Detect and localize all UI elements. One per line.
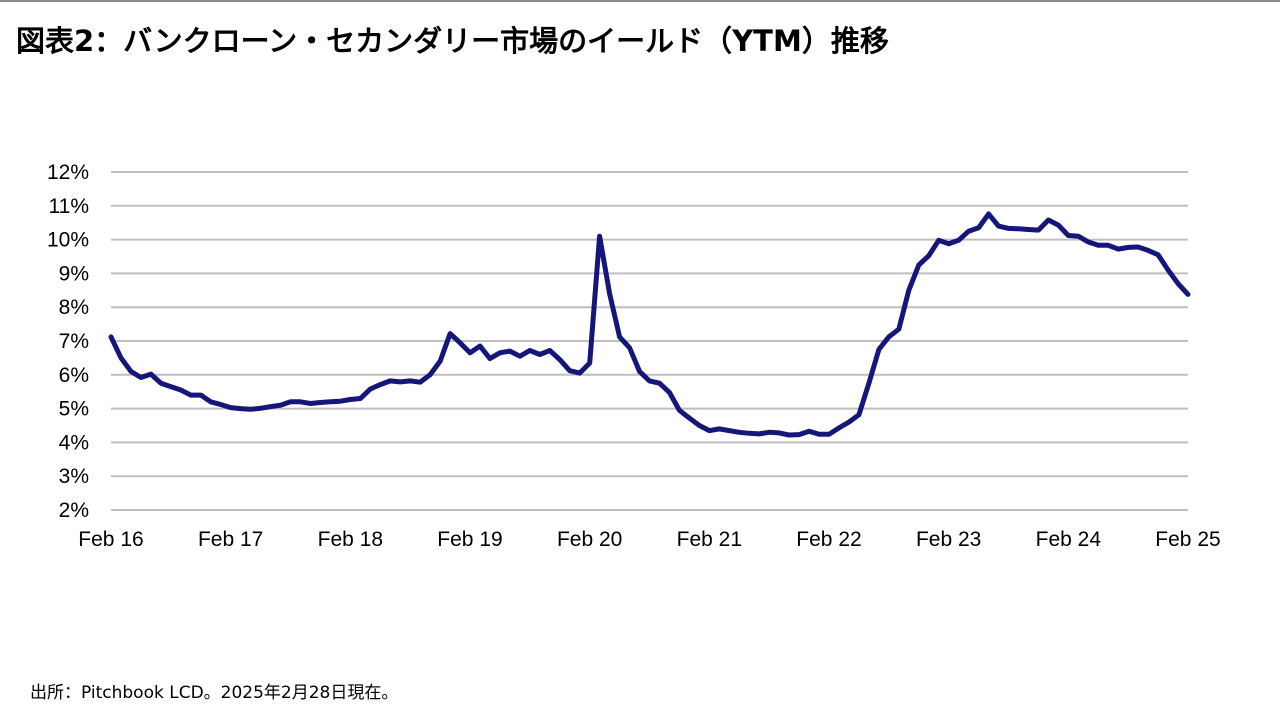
y-tick-label: 9%	[59, 262, 89, 285]
x-tick-label: Feb 24	[1036, 528, 1102, 551]
y-axis-ticks: 2% 3% 4% 5% 6% 7% 8% 9% 10% 11% 12%	[47, 161, 89, 522]
source-note: 出所：Pitchbook LCD。2025年2月28日現在。	[30, 683, 399, 703]
y-tick-label: 6%	[59, 364, 89, 387]
x-axis-ticks: Feb 16 Feb 17 Feb 18 Feb 19 Feb 20 Feb 21 Feb …	[78, 528, 1220, 551]
y-tick-label: 7%	[59, 330, 89, 353]
x-tick-label: Feb 23	[916, 528, 981, 551]
x-tick-label: Feb 17	[198, 528, 263, 551]
x-tick-label: Feb 21	[677, 528, 742, 551]
x-tick-label: Feb 19	[437, 528, 502, 551]
line-chart: 2%3%4%5%6%7%8%9%10%11%12% Feb 16 Feb 17 Fe…	[47, 161, 1221, 551]
y-tick-label: 10%	[47, 229, 89, 252]
gridlines	[111, 171, 1188, 511]
chart-title: 図表2：バンクローン・セカンダリー市場のイールド（YTM）推移	[16, 24, 889, 58]
x-tick-label: Feb 16	[78, 528, 143, 551]
y-tick-label: 3%	[59, 465, 89, 488]
series-line-0	[108, 211, 1191, 438]
y-tick-label: 11%	[49, 195, 89, 218]
top-divider	[0, 0, 1280, 2]
y-tick-label: 5%	[59, 398, 89, 421]
y-tick-label: 12%	[47, 161, 89, 184]
x-tick-label: Feb 22	[796, 528, 861, 551]
series-layer	[108, 211, 1191, 438]
y-tick-label: 8%	[59, 296, 89, 319]
y-tick-label: 4%	[59, 431, 89, 454]
x-tick-label: Feb 20	[557, 528, 622, 551]
x-tick-label: Feb 25	[1155, 528, 1220, 551]
x-tick-label: Feb 18	[318, 528, 383, 551]
y-tick-label: 2%	[59, 499, 89, 522]
